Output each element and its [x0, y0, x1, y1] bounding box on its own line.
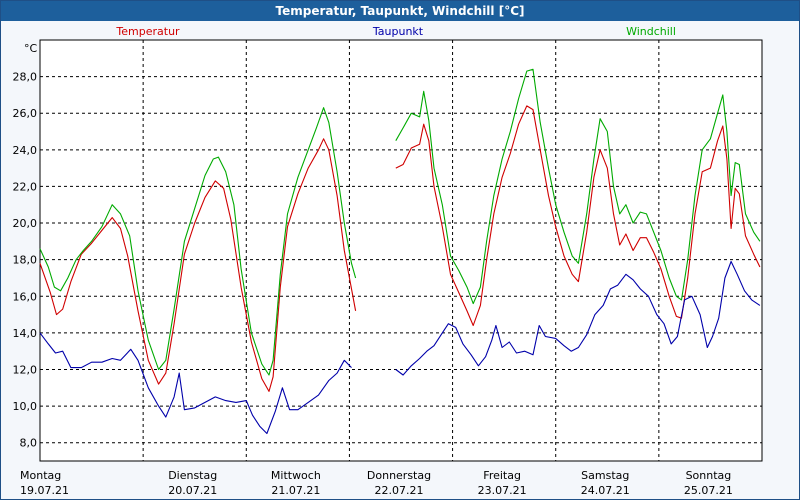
y-tick-label: 24,0 [13, 144, 38, 157]
x-axis-ticks: Montag 19.07.21 Dienstag 20.07.21 Mittwoch 21… [20, 469, 733, 497]
y-tick-label: 16,0 [13, 290, 38, 303]
y-axis-ticks: 8,0 10,0 12,0 14,0 16,0 18,0 20,0 22,0 24,0 26,0 2… [13, 71, 38, 450]
y-tick-label: 10,0 [13, 400, 38, 413]
legend-item-windchill: Windchill [626, 25, 676, 38]
x-tick-date: 21.07.21 [271, 484, 320, 497]
y-tick-label: 8,0 [20, 437, 38, 450]
x-tick-date: 25.07.21 [684, 484, 733, 497]
y-tick-label: 28,0 [13, 71, 38, 84]
y-axis-label: °C [24, 42, 38, 55]
series-line-taupunkt [395, 260, 761, 376]
y-tick-label: 22,0 [13, 180, 38, 193]
legend-item-temperatur: Temperatur [115, 25, 180, 38]
x-tick-day: Samstag [581, 469, 629, 482]
legend-item-taupunkt: Taupunkt [372, 25, 424, 38]
series-line-windchill [395, 68, 761, 305]
series-line-temperatur [395, 105, 761, 327]
chart-title: Temperatur, Taupunkt, Windchill [°C] [1, 1, 799, 21]
x-tick-date: 20.07.21 [168, 484, 217, 497]
legend: Temperatur Taupunkt Windchill [115, 25, 676, 38]
plot-area [39, 39, 763, 462]
x-tick-date: 22.07.21 [375, 484, 424, 497]
x-tick-day: Freitag [483, 469, 521, 482]
x-tick-day: Montag [20, 469, 61, 482]
grid [40, 40, 762, 461]
y-tick-label: 12,0 [13, 363, 38, 376]
y-tick-label: 26,0 [13, 107, 38, 120]
x-tick-date: 23.07.21 [478, 484, 527, 497]
y-tick-label: 20,0 [13, 217, 38, 230]
x-tick-day: Mittwoch [271, 469, 321, 482]
y-tick-label: 18,0 [13, 254, 38, 267]
x-tick-date: 19.07.21 [20, 484, 69, 497]
x-tick-day: Sonntag [686, 469, 732, 482]
x-tick-date: 24.07.21 [581, 484, 630, 497]
series-lines [39, 68, 761, 435]
x-tick-day: Donnerstag [367, 469, 431, 482]
series-line-windchill [39, 107, 357, 376]
series-line-taupunkt [39, 332, 352, 435]
y-tick-label: 14,0 [13, 327, 38, 340]
series-line-temperatur [39, 138, 357, 392]
x-tick-day: Dienstag [168, 469, 217, 482]
